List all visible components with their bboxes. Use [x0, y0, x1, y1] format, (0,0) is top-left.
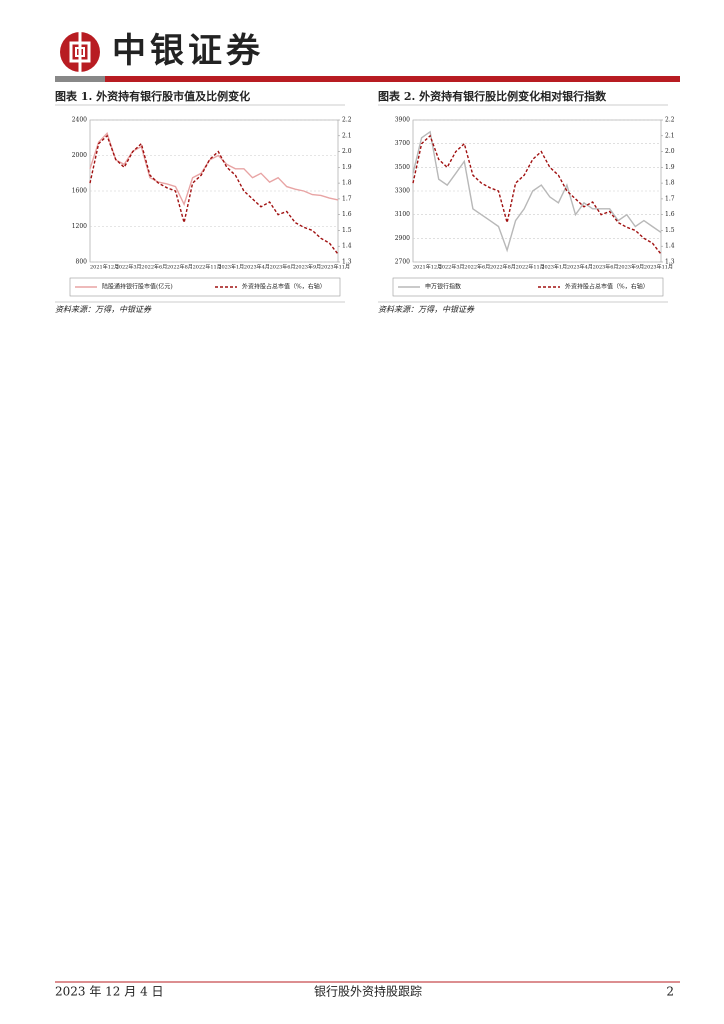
x-tick-label: 2022年3月 [439, 264, 465, 271]
y2-tick-label: 1.5 [665, 227, 675, 234]
y-tick-label: 3900 [395, 117, 410, 124]
footer-page: 2 [666, 985, 674, 999]
x-tick-label: 2023年4月 [244, 264, 270, 271]
x-tick-label: 2023年6月 [593, 264, 619, 271]
x-tick-label: 2022年8月 [167, 264, 193, 271]
x-tick-label: 2022年11月 [193, 264, 222, 271]
y-tick-label: 800 [76, 259, 88, 266]
chart-title: 图表 2. 外资持有银行股比例变化相对银行指数 [378, 89, 607, 103]
y-tick-label: 2900 [395, 235, 410, 242]
y-tick-label: 2400 [72, 117, 87, 124]
y-tick-label: 2000 [72, 152, 87, 159]
logo [60, 32, 100, 72]
legend-label: 外资持股占总市值（%，右轴） [565, 283, 649, 291]
y-tick-label: 3700 [395, 140, 410, 147]
y-tick-label: 3300 [395, 188, 410, 195]
header-bar-gray [55, 76, 105, 82]
series-line [412, 130, 662, 253]
legend-label: 外资持股占总市值（%，右轴） [242, 283, 326, 291]
footer-date: 2023 年 12 月 4 日 [55, 985, 164, 999]
legend-label: 陆股通持银行股市值(亿元) [102, 283, 173, 291]
y2-tick-label: 1.3 [665, 259, 675, 266]
x-tick-label: 2023年1月 [541, 264, 567, 271]
source: 资料来源：万得，中银证券 [55, 305, 152, 314]
x-tick-label: 2021年12月 [413, 264, 442, 271]
x-tick-label: 2022年3月 [116, 264, 142, 271]
y2-tick-label: 2.0 [342, 148, 352, 155]
brand: 中银证券 [112, 31, 264, 71]
y2-tick-label: 2.2 [665, 117, 675, 124]
y2-tick-label: 1.9 [665, 164, 675, 171]
y2-tick-label: 1.4 [665, 243, 675, 250]
x-tick-label: 2023年1月 [218, 264, 244, 271]
legend-frame [69, 277, 341, 297]
y-tick-label: 2700 [395, 259, 410, 266]
x-tick-label: 2023年4月 [567, 264, 593, 271]
x-tick-label: 2022年6月 [464, 264, 490, 271]
y-tick-label: 3100 [395, 211, 410, 218]
series-line [89, 131, 339, 207]
y2-tick-label: 1.3 [342, 259, 352, 266]
y2-tick-label: 1.4 [342, 243, 352, 250]
y-tick-label: 3500 [395, 164, 410, 171]
y2-tick-label: 1.9 [342, 164, 352, 171]
footer-topic: 银行股外资持股跟踪 [314, 984, 422, 999]
y2-tick-label: 2.1 [665, 132, 675, 139]
x-tick-label: 2022年6月 [141, 264, 167, 271]
y-tick-label: 1600 [72, 188, 87, 195]
y2-tick-label: 1.6 [342, 211, 352, 218]
x-tick-label: 2021年12月 [90, 264, 119, 271]
y-tick-label: 1200 [72, 223, 87, 230]
y2-tick-label: 2.0 [665, 148, 675, 155]
series-line [412, 134, 662, 255]
y2-tick-label: 2.1 [342, 132, 352, 139]
x-tick-label: 2022年8月 [490, 264, 516, 271]
x-tick-label: 2023年6月 [270, 264, 296, 271]
y2-tick-label: 1.6 [665, 211, 675, 218]
x-tick-label: 2023年9月 [295, 264, 321, 271]
y2-tick-label: 1.5 [342, 227, 352, 234]
y2-tick-label: 2.2 [342, 117, 352, 124]
x-tick-label: 2023年9月 [618, 264, 644, 271]
header-bar [105, 76, 680, 82]
y2-tick-label: 1.8 [665, 180, 675, 187]
x-tick-label: 2022年11月 [516, 264, 545, 271]
series-line [89, 134, 339, 255]
chart-title: 图表 1. 外资持有银行股市值及比例变化 [55, 89, 250, 103]
y2-tick-label: 1.7 [342, 195, 352, 202]
y2-tick-label: 1.7 [665, 195, 675, 202]
y2-tick-label: 1.8 [342, 180, 352, 187]
source: 资料来源：万得，中银证券 [378, 305, 475, 314]
x-tick-label: 2023年11月 [321, 264, 350, 271]
legend-label: 申万银行指数 [425, 283, 461, 291]
legend-frame [392, 277, 664, 297]
x-tick-label: 2023年11月 [644, 264, 673, 271]
